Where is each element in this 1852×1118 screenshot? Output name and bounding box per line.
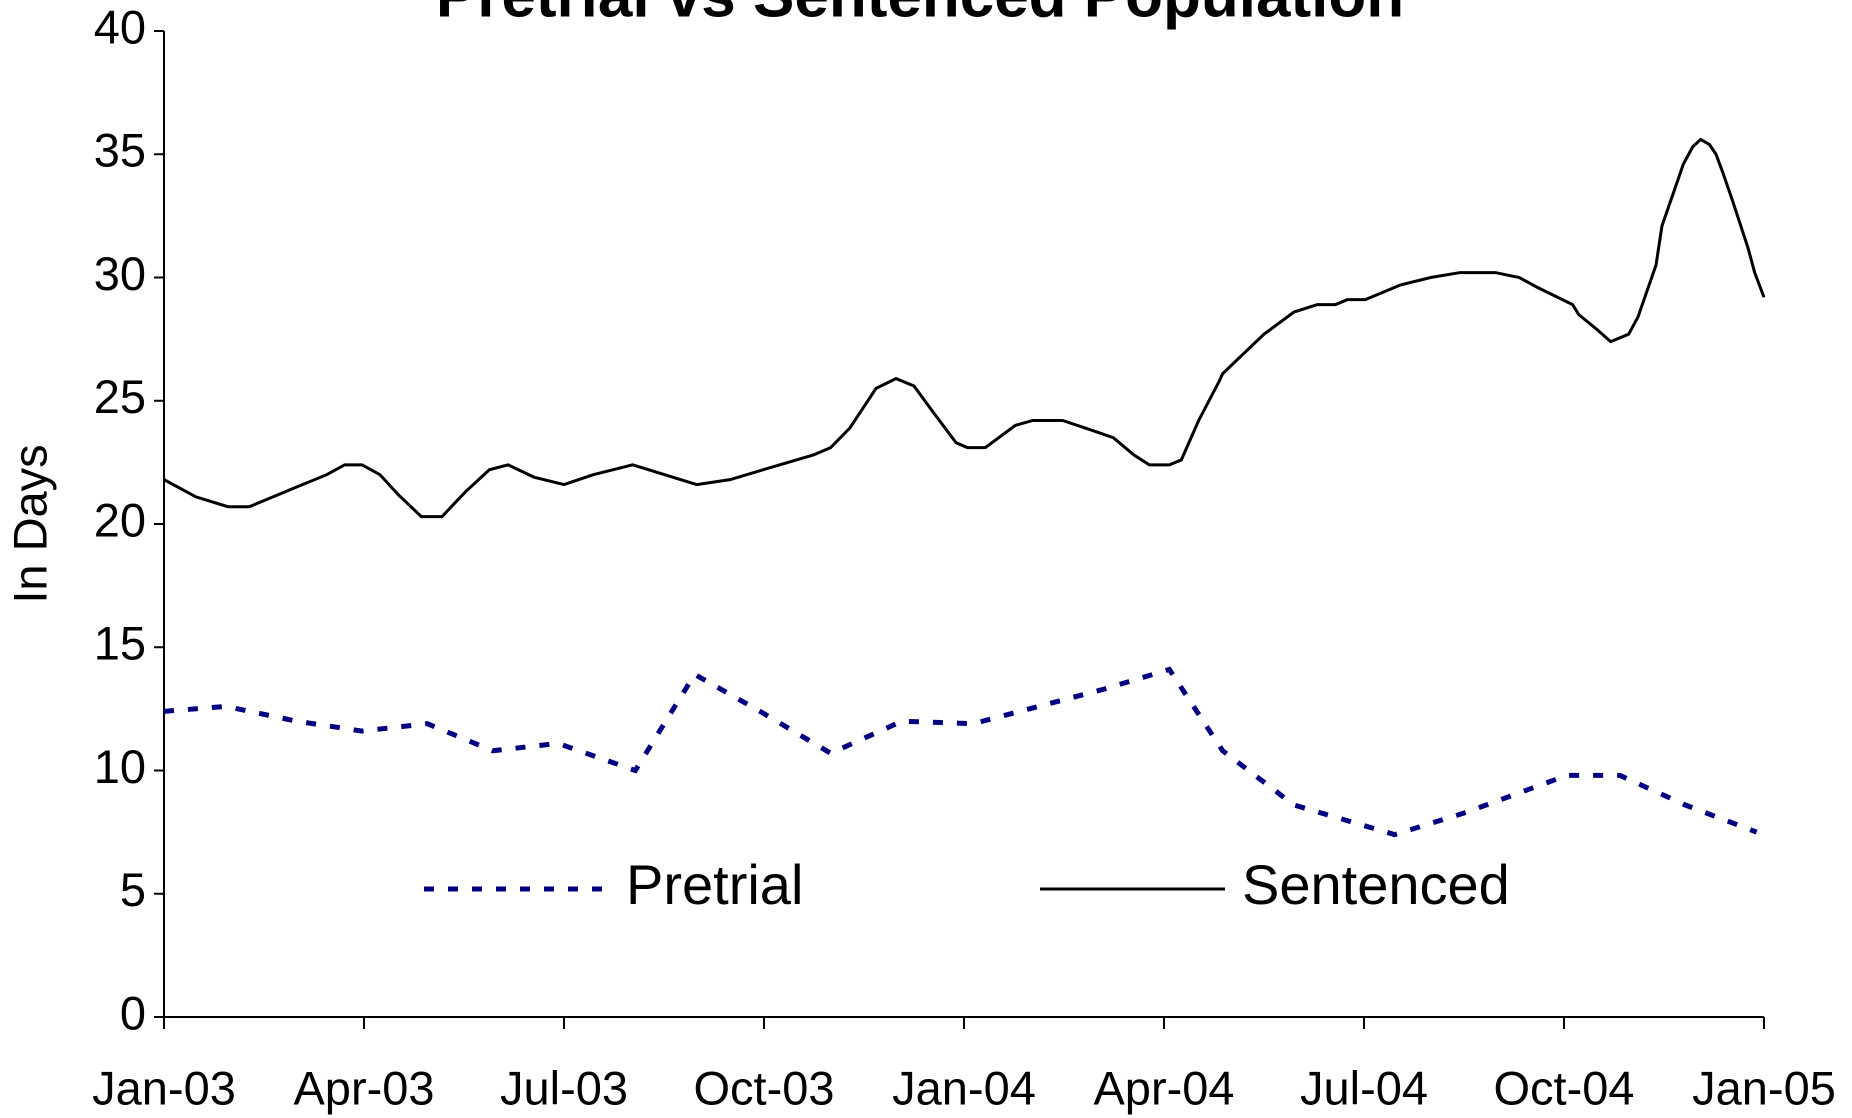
- series-line: [163, 137, 1766, 519]
- x-tick-label: Apr-03: [293, 1061, 434, 1114]
- chart-title: Pretrial vs Sentenced Population: [436, 0, 1404, 30]
- x-tick-label: Oct-03: [693, 1061, 834, 1114]
- y-tick-label: 10: [94, 740, 146, 793]
- x-tick-label: Apr-04: [1093, 1061, 1234, 1114]
- y-tick-label: 30: [94, 247, 146, 300]
- x-tick-label: Jul-04: [1300, 1061, 1428, 1114]
- y-axis-label: In Days: [3, 444, 56, 603]
- legend-label: Sentenced: [1242, 853, 1510, 916]
- y-tick-label: 5: [120, 863, 146, 916]
- y-tick-label: 35: [94, 124, 146, 177]
- x-tick-label: Oct-04: [1493, 1061, 1634, 1114]
- y-tick-label: 15: [94, 617, 146, 670]
- y-tick-label: 0: [120, 986, 146, 1039]
- y-tick-label: 40: [94, 0, 146, 53]
- x-tick-label: Jan-03: [92, 1061, 236, 1114]
- x-tick-label: Jan-05: [1692, 1061, 1836, 1114]
- y-tick-label: 20: [94, 493, 146, 546]
- x-tick-label: Jan-04: [892, 1061, 1036, 1114]
- series-line: [163, 666, 1758, 838]
- x-tick-label: Jul-03: [500, 1061, 628, 1114]
- legend-label: Pretrial: [626, 853, 803, 916]
- y-tick-label: 25: [94, 370, 146, 423]
